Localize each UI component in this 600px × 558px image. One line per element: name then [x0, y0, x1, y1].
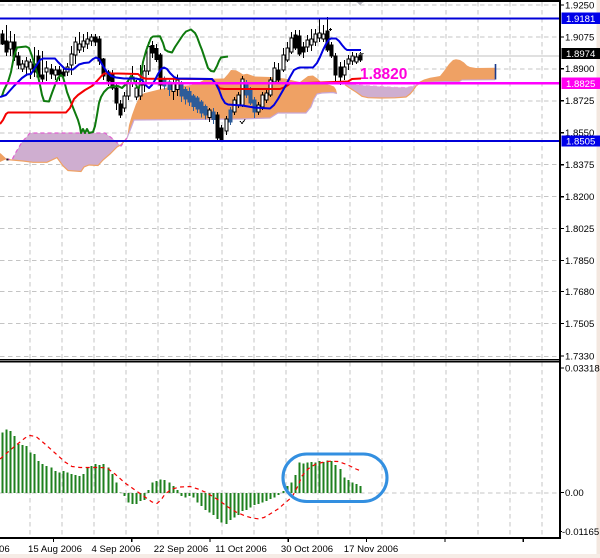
svg-text:1.8974: 1.8974	[566, 49, 596, 60]
svg-text:-0.01165: -0.01165	[562, 527, 599, 538]
svg-text:1.8550: 1.8550	[565, 128, 594, 139]
svg-text:1.7330: 1.7330	[565, 351, 594, 362]
svg-text:1.8505: 1.8505	[566, 137, 595, 148]
svg-text:1.9250: 1.9250	[565, 0, 594, 11]
svg-text:17 Nov 2006: 17 Nov 2006	[344, 544, 398, 555]
svg-text:1.7850: 1.7850	[565, 256, 594, 267]
svg-text:1.8825: 1.8825	[566, 79, 595, 90]
svg-text:11 Oct 2006: 11 Oct 2006	[215, 544, 267, 555]
svg-text:22 Sep 2006: 22 Sep 2006	[154, 544, 208, 555]
svg-text:1.9075: 1.9075	[565, 32, 594, 43]
svg-text:1.8025: 1.8025	[565, 224, 594, 235]
svg-text:06: 06	[0, 544, 10, 555]
svg-text:1.9181: 1.9181	[566, 14, 595, 25]
svg-text:1.7680: 1.7680	[565, 287, 594, 298]
svg-text:30 Oct 2006: 30 Oct 2006	[281, 544, 333, 555]
svg-text:1.8200: 1.8200	[565, 192, 594, 203]
svg-text:4 Sep 2006: 4 Sep 2006	[91, 544, 140, 555]
svg-text:1.8900: 1.8900	[565, 64, 594, 75]
svg-text:1.8375: 1.8375	[565, 160, 594, 171]
svg-text:1.8725: 1.8725	[565, 96, 594, 107]
svg-text:0.03318: 0.03318	[565, 363, 600, 374]
svg-text:15 Aug 2006: 15 Aug 2006	[28, 544, 82, 555]
svg-text:1.8820: 1.8820	[360, 66, 407, 83]
svg-text:0.00: 0.00	[565, 488, 584, 499]
svg-text:1.7505: 1.7505	[565, 319, 594, 330]
